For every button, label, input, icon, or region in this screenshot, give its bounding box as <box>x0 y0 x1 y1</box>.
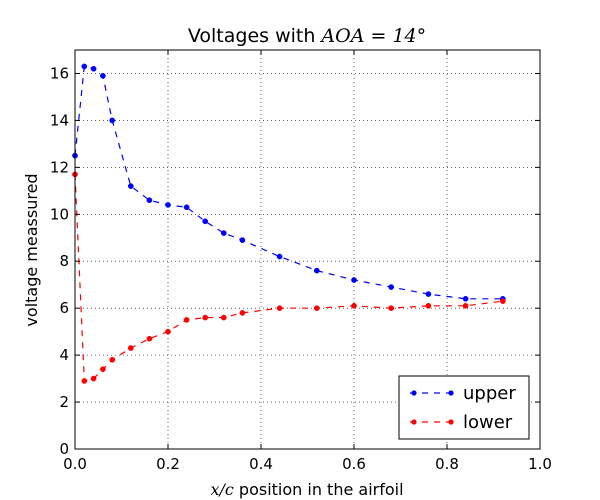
x-axis-label: x/c position in the airfoil <box>210 480 403 499</box>
legend-marker-upper <box>448 390 454 396</box>
data-point-lower <box>109 356 116 363</box>
y-tick-label: 4 <box>59 346 69 364</box>
y-axis-label: voltage meassured <box>22 173 41 326</box>
data-point-lower <box>239 310 246 316</box>
y-tick-label: 10 <box>50 205 69 223</box>
data-point-lower <box>202 314 209 321</box>
data-point-lower <box>499 298 506 304</box>
data-point-lower <box>81 378 88 384</box>
data-point-lower <box>388 305 395 312</box>
data-point-lower <box>220 314 227 321</box>
x-tick-label: 0.6 <box>342 455 366 473</box>
data-point-upper <box>109 117 116 124</box>
data-point-upper <box>165 202 171 208</box>
legend-entry-upper: upper <box>410 383 516 404</box>
y-tick-label: 8 <box>59 252 69 270</box>
data-point-upper <box>239 237 246 243</box>
legend-entries: upper lower <box>410 383 516 433</box>
legend-entry-lower: lower <box>410 412 513 433</box>
data-point-upper <box>351 277 357 283</box>
y-tick-label: 6 <box>59 299 69 317</box>
y-tick-label: 14 <box>50 111 69 129</box>
data-point-lower <box>127 345 134 351</box>
x-tick-label: 0.4 <box>249 455 273 473</box>
x-axis-label-rest: position in the airfoil <box>234 480 404 499</box>
x-axis-label-math: x/c <box>210 480 233 499</box>
legend-label-upper: upper <box>463 383 516 404</box>
data-point-lower <box>183 317 190 323</box>
x-tick-label: 0.2 <box>156 455 180 473</box>
data-point-upper <box>220 230 227 236</box>
tick-marks <box>74 50 541 450</box>
data-point-upper <box>90 65 97 72</box>
data-point-upper <box>462 295 469 302</box>
data-point-lower <box>165 328 171 335</box>
data-point-upper <box>276 253 283 260</box>
legend-label-lower: lower <box>463 412 513 433</box>
x-tick-label: 1.0 <box>528 455 552 473</box>
plot-frame <box>74 49 541 450</box>
data-point-lower <box>313 305 320 312</box>
series-layer <box>72 63 506 384</box>
data-point-lower <box>462 302 469 309</box>
data-point-upper <box>127 183 134 189</box>
plot-area: 0.0 0.2 0.4 0.6 0.8 1.0 0 2 4 6 8 10 12 14 16 <box>50 49 552 473</box>
data-point-lower <box>276 305 283 312</box>
series-lower <box>72 171 506 384</box>
data-point-lower <box>146 335 153 342</box>
data-point-upper <box>100 72 106 79</box>
legend-marker-lower <box>448 419 454 425</box>
data-point-lower <box>100 366 106 373</box>
tick-labels: 0.0 0.2 0.4 0.6 0.8 1.0 0 2 4 6 8 10 12 14 16 <box>50 64 552 473</box>
x-tick-label: 0.8 <box>435 455 459 473</box>
data-point-upper <box>388 284 395 290</box>
data-point-lower <box>351 302 357 309</box>
data-point-upper <box>202 218 209 225</box>
data-point-upper <box>425 291 432 297</box>
series-upper <box>72 63 506 302</box>
chart-title-math: AOA <box>319 25 364 47</box>
data-point-upper <box>313 267 320 274</box>
data-point-upper <box>146 197 153 204</box>
data-point-lower <box>90 375 97 382</box>
y-tick-label: 16 <box>50 64 69 82</box>
chart-title-math-rest: = 14° <box>364 25 426 47</box>
y-tick-label: 12 <box>50 158 69 176</box>
legend-marker-upper <box>411 390 417 396</box>
legend: upper lower <box>398 375 530 440</box>
chart-title: Voltages with AOA = 14° <box>188 25 426 47</box>
data-point-upper <box>183 204 190 211</box>
y-tick-label: 0 <box>59 440 69 458</box>
chart-title-prefix: Voltages with <box>188 25 322 47</box>
data-point-upper <box>81 63 88 70</box>
legend-box <box>398 375 530 440</box>
data-point-lower <box>425 302 432 309</box>
legend-marker-lower <box>411 419 417 425</box>
y-tick-label: 2 <box>59 393 69 411</box>
x-tick-label: 0.0 <box>63 455 87 473</box>
